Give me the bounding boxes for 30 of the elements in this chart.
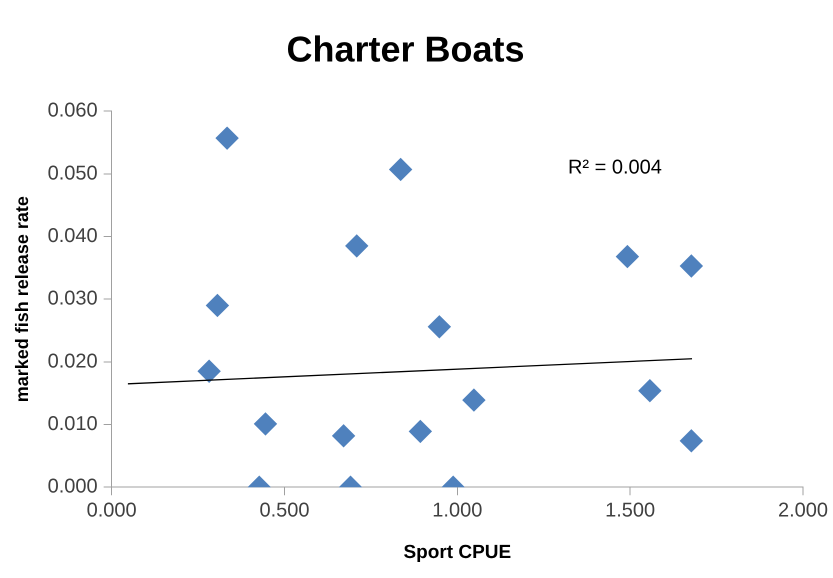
- point: [254, 412, 277, 436]
- point: [198, 360, 221, 383]
- point: [428, 315, 451, 338]
- y-tick-label: 0.040: [48, 225, 98, 248]
- point: [462, 388, 486, 412]
- point: [680, 254, 703, 278]
- annotation: R² = 0.004: [568, 156, 662, 179]
- point: [680, 429, 703, 452]
- point: [216, 126, 239, 150]
- x-tick-label: 1.000: [432, 500, 482, 522]
- point: [345, 234, 368, 258]
- point: [389, 158, 412, 181]
- x-tick-label: 0.500: [259, 500, 310, 522]
- y-tick-label: 0.010: [48, 413, 98, 436]
- y-tick-label: 0.000: [48, 476, 98, 498]
- x-tick-label: 1.500: [605, 500, 656, 522]
- point: [408, 420, 432, 443]
- y-tick-label: 0.030: [48, 288, 98, 310]
- point: [332, 424, 356, 448]
- x-tick-label: 0.000: [86, 500, 137, 522]
- y-axis-title: marked fish release rate: [12, 196, 32, 402]
- point: [206, 294, 229, 317]
- y-tick-label: 0.020: [48, 350, 98, 372]
- point: [616, 245, 639, 268]
- y-tick-label: 0.060: [48, 100, 98, 122]
- chart-title: Charter Boats: [286, 28, 525, 70]
- y-tick-label: 0.050: [48, 162, 98, 184]
- point: [638, 379, 662, 402]
- x-axis-title: Sport CPUE: [403, 542, 512, 563]
- x-tick-label: 2.000: [778, 500, 828, 522]
